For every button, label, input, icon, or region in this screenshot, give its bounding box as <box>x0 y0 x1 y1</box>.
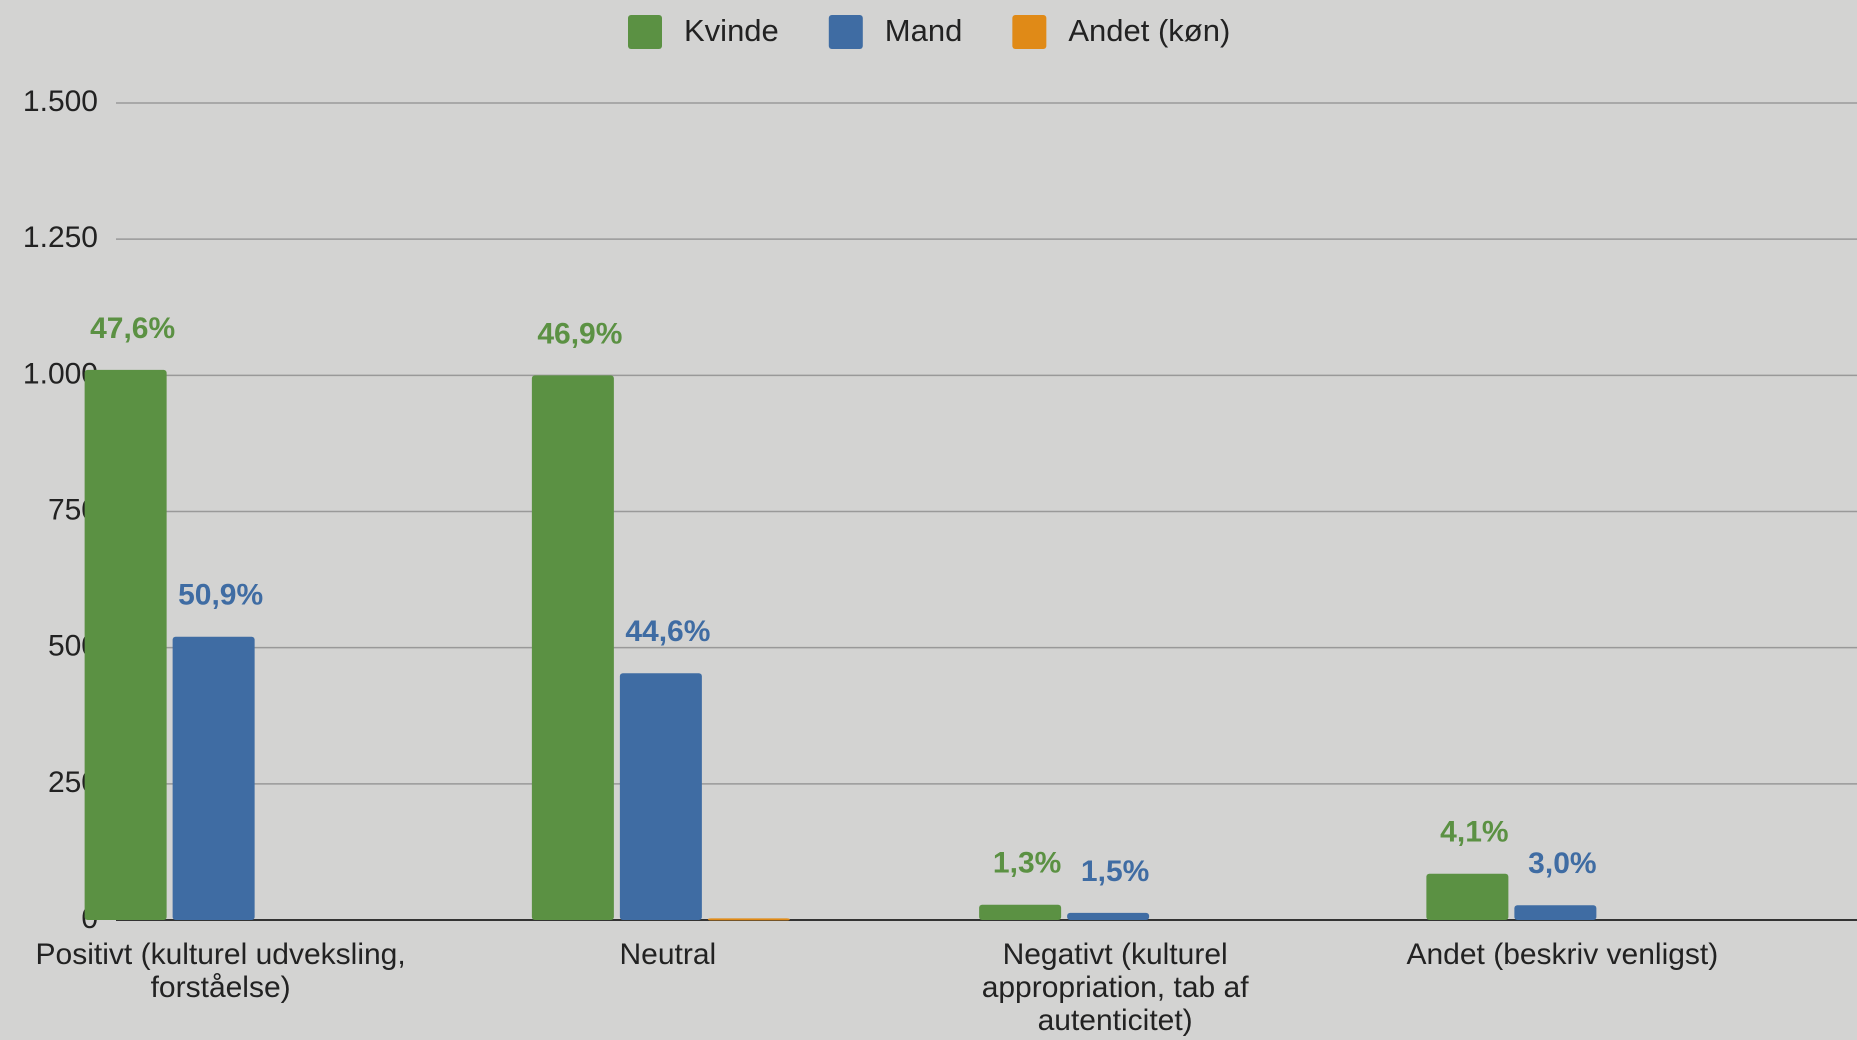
bar <box>979 904 1062 920</box>
bar <box>1426 873 1509 920</box>
bar <box>531 375 614 920</box>
legend-swatch <box>1012 15 1047 49</box>
data-label: 46,9% <box>537 317 622 350</box>
data-label: 47,6% <box>90 312 175 345</box>
data-label: 4,1% <box>1440 816 1508 849</box>
legend-swatch <box>828 15 863 49</box>
x-tick-label: Positivt (kulturel udveksling, forståels… <box>35 938 406 1004</box>
legend-label: Kvinde <box>684 13 779 48</box>
data-label: 1,3% <box>993 847 1061 880</box>
data-label: 50,9% <box>178 579 263 612</box>
legend-label: Andet (køn) <box>1068 13 1230 48</box>
x-tick-label: Neutral <box>619 938 717 971</box>
bar <box>172 636 255 920</box>
y-tick-label: 1.500 <box>23 85 98 118</box>
x-tick-label: Andet (beskriv venligst) <box>1406 938 1719 971</box>
data-label: 3,0% <box>1528 847 1596 880</box>
y-tick-label: 1.250 <box>23 221 98 254</box>
data-label: 44,6% <box>625 615 710 648</box>
bar <box>84 369 167 920</box>
bar <box>619 673 702 920</box>
legend-swatch <box>628 15 662 49</box>
legend-label: Mand <box>885 13 963 48</box>
bar <box>1514 905 1597 920</box>
data-label: 1,5% <box>1081 855 1149 888</box>
bar <box>707 918 790 921</box>
bar <box>1067 912 1150 920</box>
x-tick-label: Negativt (kulturel appropriation, tab af… <box>981 938 1249 1037</box>
